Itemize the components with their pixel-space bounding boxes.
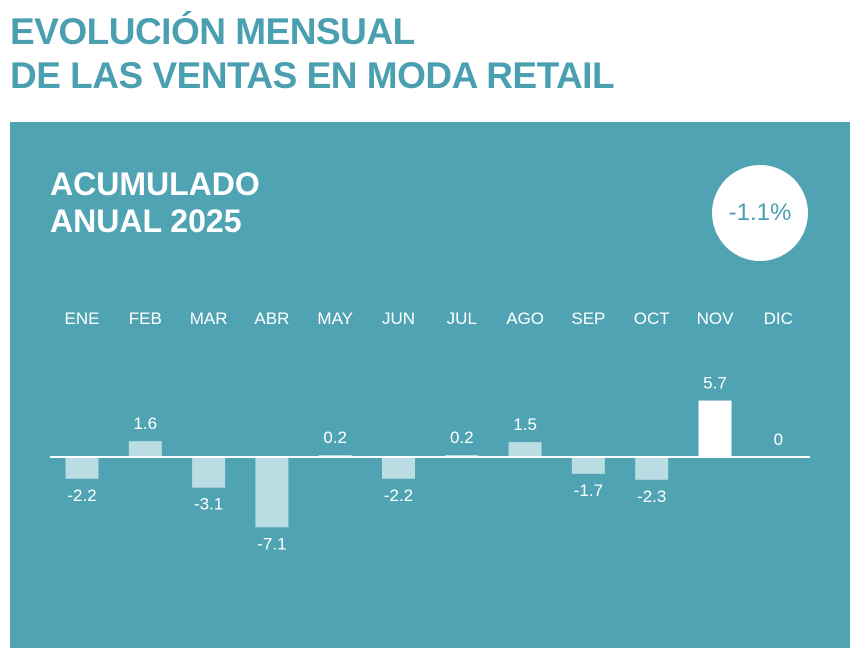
data-label-ene: -2.2 bbox=[67, 486, 96, 505]
data-label-sep: -1.7 bbox=[574, 481, 603, 500]
bar-abr bbox=[255, 457, 289, 528]
data-label-nov: 5.7 bbox=[703, 374, 727, 393]
data-label-dic: 0 bbox=[774, 430, 783, 449]
tick-label-feb: FEB bbox=[129, 309, 162, 328]
tick-label-may: MAY bbox=[317, 309, 353, 328]
bar-nov bbox=[698, 400, 732, 457]
tick-label-ene: ENE bbox=[65, 309, 100, 328]
bar-jun bbox=[382, 457, 415, 479]
chart-panel: ACUMULADO ANUAL 2025 -1.1% ENE -2.2 FEB 1.6… bbox=[10, 122, 850, 648]
tick-label-mar: MAR bbox=[190, 309, 228, 328]
data-label-jun: -2.2 bbox=[384, 486, 413, 505]
bar-sep bbox=[571, 457, 605, 474]
bar-oct bbox=[635, 457, 669, 480]
bar-chart: ENE -2.2 FEB 1.6 MAR -3.1 ABR -7.1 MAY 0.2 JUN -2.2… bbox=[50, 309, 810, 553]
chart-subtitle: ACUMULADO ANUAL 2025 bbox=[50, 166, 260, 240]
data-label-feb: 1.6 bbox=[133, 414, 157, 433]
tick-label-ago: AGO bbox=[506, 309, 544, 328]
data-label-abr: -7.1 bbox=[257, 534, 286, 553]
bar-ago bbox=[508, 442, 542, 457]
data-label-oct: -2.3 bbox=[637, 487, 666, 506]
tick-label-jul: JUL bbox=[447, 309, 477, 328]
bar-ene bbox=[65, 457, 99, 479]
tick-label-oct: OCT bbox=[634, 309, 670, 328]
tick-label-jun: JUN bbox=[382, 309, 415, 328]
data-label-jul: 0.2 bbox=[450, 428, 474, 447]
title-line-2: DE LAS VENTAS EN MODA RETAIL bbox=[10, 55, 615, 96]
page-title: EVOLUCIÓN MENSUAL DE LAS VENTAS EN MODA … bbox=[10, 10, 615, 98]
bar-mar bbox=[192, 457, 226, 488]
tick-label-sep: SEP bbox=[571, 309, 605, 328]
data-label-mar: -3.1 bbox=[194, 495, 223, 514]
title-line-1: EVOLUCIÓN MENSUAL bbox=[10, 11, 415, 52]
annual-total-badge: -1.1% bbox=[712, 165, 808, 261]
tick-label-nov: NOV bbox=[697, 309, 735, 328]
subtitle-line-2: ANUAL 2025 bbox=[50, 203, 242, 239]
tick-label-dic: DIC bbox=[764, 309, 793, 328]
tick-label-abr: ABR bbox=[254, 309, 289, 328]
data-label-ago: 1.5 bbox=[513, 415, 537, 434]
bar-feb bbox=[128, 441, 162, 457]
data-label-may: 0.2 bbox=[323, 428, 347, 447]
subtitle-line-1: ACUMULADO bbox=[50, 166, 260, 202]
